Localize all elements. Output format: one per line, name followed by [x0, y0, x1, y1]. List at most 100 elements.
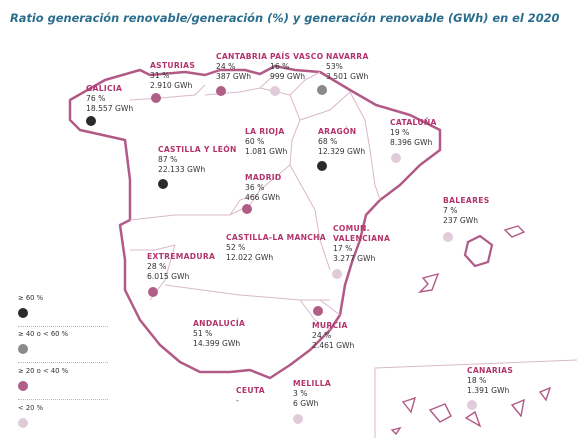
label-extremadura: EXTREMADURA 28 % 6.015 GWh — [147, 252, 215, 282]
region-name: LA RIOJA — [245, 127, 285, 136]
label-aragon: ARAGÓN 68 % 12.329 GWh — [318, 127, 365, 157]
legend-divider — [18, 399, 108, 400]
legend-label: < 20 % — [18, 404, 44, 412]
inner-borders — [129, 71, 381, 331]
region-pct: 7 % — [443, 206, 458, 215]
region-gwh: 1.081 GWh — [245, 147, 288, 156]
legend-divider — [18, 326, 108, 327]
legend-swatch — [18, 308, 28, 318]
label-la-rioja: LA RIOJA 60 % 1.081 GWh — [245, 127, 287, 157]
label-canarias: CANARIAS 18 % 1.391 GWh — [467, 366, 513, 396]
legend-item-lt20: < 20 % — [18, 404, 108, 428]
legend-item-20to40: ≥ 20 o < 40 % — [18, 367, 108, 400]
baleares-islands — [417, 225, 526, 294]
region-gwh: 1.391 GWh — [467, 386, 510, 395]
region-name: MURCIA — [312, 321, 348, 330]
region-name: COMUN. — [333, 224, 370, 233]
label-pais-vasco: PAÍS VASCO 16 % 999 GWh — [270, 52, 323, 82]
region-gwh: 2.461 GWh — [312, 341, 355, 350]
label-galicia: GALICIA 76 % 18.557 GWh — [86, 84, 133, 114]
label-asturias: ASTURIAS 31 % 2.910 GWh — [150, 61, 195, 91]
region-pct: 18 % — [467, 376, 487, 385]
region-name: NAVARRA — [326, 52, 369, 61]
region-pct: 3 % — [293, 389, 308, 398]
region-pct: 51 % — [193, 329, 213, 338]
region-name: CANARIAS — [467, 366, 514, 375]
dot-canarias — [467, 400, 477, 410]
label-castilla-la-mancha: CASTILLA-LA MANCHA 52 % 12.022 GWh — [226, 233, 326, 263]
label-madrid: MADRID 36 % 466 GWh — [245, 173, 282, 203]
region-pct: 53% — [326, 62, 343, 71]
region-gwh: 18.557 GWh — [86, 104, 134, 113]
map-title: Ratio generación renovable/generación (%… — [10, 11, 560, 25]
region-name: EXTREMADURA — [147, 252, 216, 261]
region-gwh: 14.399 GWh — [193, 339, 241, 348]
canarias-islands — [390, 386, 552, 436]
dot-cataluna — [391, 153, 401, 163]
region-pct: 24 % — [216, 62, 236, 71]
label-comunidad-valenciana: COMUN. VALENCIANA 17 % 3.277 GWh — [333, 224, 390, 264]
legend-item-40to60: ≥ 40 o < 60 % — [18, 330, 108, 363]
region-pct: 16 % — [270, 62, 290, 71]
label-navarra: NAVARRA 53% 3.501 GWh — [326, 52, 369, 82]
legend-item-ge60: ≥ 60 % — [18, 294, 108, 327]
legend-divider — [18, 362, 108, 363]
dot-murcia — [313, 306, 323, 316]
region-pct: - — [236, 396, 239, 405]
region-gwh: 387 GWh — [216, 72, 252, 81]
region-gwh: 6.015 GWh — [147, 272, 190, 281]
label-murcia: MURCIA 24 % 2.461 GWh — [312, 321, 354, 351]
region-gwh: 3.501 GWh — [326, 72, 369, 81]
legend-swatch — [18, 344, 28, 354]
region-name: GALICIA — [86, 84, 123, 93]
label-castilla-leon: CASTILLA Y LEÓN 87 % 22.133 GWh — [158, 145, 237, 175]
legend-swatch — [18, 381, 28, 391]
region-name-line2: VALENCIANA — [333, 234, 391, 243]
legend-label: ≥ 40 o < 60 % — [18, 330, 69, 338]
dot-madrid — [242, 204, 252, 214]
region-pct: 31 % — [150, 71, 170, 80]
region-name: ASTURIAS — [150, 61, 196, 70]
dot-extremadura — [148, 287, 158, 297]
dot-aragon — [317, 161, 327, 171]
label-cataluna: CATALUÑA 19 % 8.396 GWh — [390, 118, 437, 148]
region-gwh: 6 GWh — [293, 399, 319, 408]
region-name: CEUTA — [236, 386, 265, 395]
label-andalucia: ANDALUCÍA 51 % 14.399 GWh — [193, 319, 245, 349]
region-gwh: 999 GWh — [270, 72, 306, 81]
label-ceuta: CEUTA - — [236, 386, 265, 406]
region-gwh: 8.396 GWh — [390, 138, 433, 147]
dot-melilla — [293, 414, 303, 424]
legend-swatch — [18, 418, 28, 428]
label-baleares: BALEARES 7 % 237 GWh — [443, 196, 489, 226]
region-gwh: 22.133 GWh — [158, 165, 206, 174]
region-name: CASTILLA Y LEÓN — [158, 145, 237, 154]
region-pct: 28 % — [147, 262, 167, 271]
region-pct: 36 % — [245, 183, 265, 192]
dot-pais-vasco — [270, 86, 280, 96]
region-gwh: 237 GWh — [443, 216, 479, 225]
dot-galicia — [86, 116, 96, 126]
dot-navarra — [317, 85, 327, 95]
region-name: MELILLA — [293, 379, 332, 388]
region-pct: 52 % — [226, 243, 246, 252]
region-pct: 19 % — [390, 128, 410, 137]
canarias-frame — [374, 359, 577, 438]
region-name: CASTILLA-LA MANCHA — [226, 233, 326, 242]
peninsula-outline — [68, 64, 442, 380]
dot-cantabria — [216, 86, 226, 96]
region-gwh: 2.910 GWh — [150, 81, 193, 90]
label-melilla: MELILLA 3 % 6 GWh — [293, 379, 331, 409]
region-pct: 24 % — [312, 331, 332, 340]
region-name: MADRID — [245, 173, 282, 182]
region-name: ANDALUCÍA — [193, 319, 246, 328]
legend-label: ≥ 60 % — [18, 294, 44, 302]
region-gwh: 3.277 GWh — [333, 254, 376, 263]
dot-asturias — [151, 93, 161, 103]
region-pct: 60 % — [245, 137, 265, 146]
label-cantabria: CANTABRIA 24 % 387 GWh — [216, 52, 267, 82]
region-name: ARAGÓN — [318, 127, 357, 136]
region-pct: 68 % — [318, 137, 338, 146]
legend-label: ≥ 20 o < 40 % — [18, 367, 69, 375]
